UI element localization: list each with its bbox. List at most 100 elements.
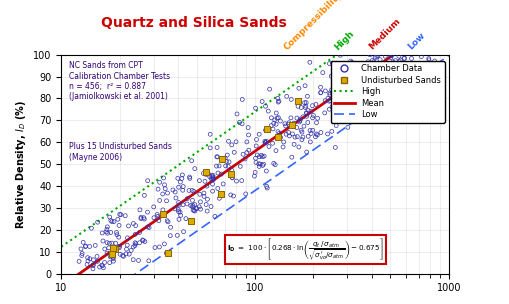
Point	[209, 177, 217, 182]
Point	[212, 164, 220, 168]
Point	[308, 103, 316, 108]
Point	[112, 230, 121, 235]
Point	[345, 97, 353, 102]
Point	[301, 104, 309, 109]
Point	[327, 74, 335, 79]
Point	[208, 176, 216, 181]
Point	[238, 97, 246, 102]
Point	[359, 73, 367, 78]
Point	[228, 175, 236, 180]
Point	[239, 152, 247, 157]
Point	[160, 241, 168, 246]
Point	[380, 65, 388, 70]
Point	[316, 90, 324, 95]
Point	[328, 73, 336, 78]
Point	[228, 168, 236, 173]
Point	[323, 96, 331, 101]
Point	[385, 67, 393, 72]
Point	[131, 240, 139, 245]
Point	[387, 53, 395, 58]
Point	[316, 130, 324, 135]
Point	[274, 115, 282, 120]
Point	[371, 55, 379, 60]
Point	[220, 156, 229, 161]
Point	[124, 223, 132, 228]
Point	[241, 192, 249, 196]
Point	[163, 219, 172, 224]
Point	[227, 143, 235, 147]
Point	[129, 221, 137, 226]
Point	[301, 100, 309, 105]
Point	[361, 105, 369, 110]
Point	[159, 212, 167, 216]
Point	[311, 134, 319, 139]
Point	[168, 188, 177, 192]
Point	[213, 154, 221, 159]
Point	[327, 105, 335, 109]
Point	[386, 53, 394, 58]
Point	[387, 73, 395, 78]
Point	[103, 227, 111, 232]
Text: NC Sands from CPT
Calibration Chamber Tests
n = 456;  r² = 0.887
(Jamiolkowski e: NC Sands from CPT Calibration Chamber Te…	[69, 61, 169, 102]
Point	[282, 94, 290, 99]
Point	[331, 108, 339, 113]
Point	[175, 203, 183, 208]
Point	[302, 110, 310, 115]
Point	[297, 105, 305, 110]
Point	[381, 83, 389, 88]
Point	[380, 54, 388, 59]
Point	[369, 59, 377, 64]
Text: Plus 15 Undisturbed Sands
(Mayne 2006): Plus 15 Undisturbed Sands (Mayne 2006)	[69, 142, 172, 162]
Point	[195, 192, 204, 197]
Point	[136, 216, 145, 221]
Point	[355, 97, 363, 102]
Point	[202, 170, 210, 175]
Point	[190, 166, 199, 171]
Point	[251, 156, 259, 161]
Point	[174, 200, 182, 205]
Point	[301, 105, 309, 110]
Point	[116, 212, 124, 217]
Point	[335, 53, 344, 58]
Point	[325, 91, 333, 95]
Point	[159, 175, 167, 180]
Point	[299, 124, 307, 129]
Point	[134, 258, 143, 263]
Point	[290, 135, 298, 140]
Point	[174, 176, 182, 181]
Point	[161, 186, 169, 191]
Y-axis label: Relative Density, $I_D$ (%): Relative Density, $I_D$ (%)	[14, 100, 27, 229]
Point	[236, 164, 244, 169]
Point	[321, 98, 329, 103]
Point	[384, 63, 392, 68]
Point	[271, 162, 279, 167]
Point	[191, 206, 200, 210]
Point	[250, 170, 259, 175]
Point	[106, 230, 115, 235]
Point	[399, 56, 407, 61]
Point	[262, 127, 270, 132]
Point	[160, 182, 168, 187]
Point	[348, 69, 356, 74]
Point	[215, 164, 223, 168]
Point	[212, 154, 220, 159]
Point	[116, 252, 124, 257]
Point	[86, 256, 94, 261]
Point	[351, 83, 359, 88]
Legend: Chamber Data, Undisturbed Sands, High, Mean, Low: Chamber Data, Undisturbed Sands, High, M…	[330, 61, 444, 123]
Point	[178, 188, 186, 193]
Point	[171, 206, 179, 211]
Point	[325, 99, 333, 104]
Point	[379, 86, 387, 91]
Point	[365, 52, 373, 57]
Point	[109, 246, 118, 250]
Point	[172, 195, 180, 200]
Point	[242, 140, 250, 144]
Point	[306, 131, 315, 136]
Point	[89, 257, 97, 262]
Point	[105, 215, 114, 219]
Point	[163, 250, 172, 255]
Point	[83, 262, 91, 267]
Point	[201, 179, 209, 184]
Point	[281, 132, 290, 136]
